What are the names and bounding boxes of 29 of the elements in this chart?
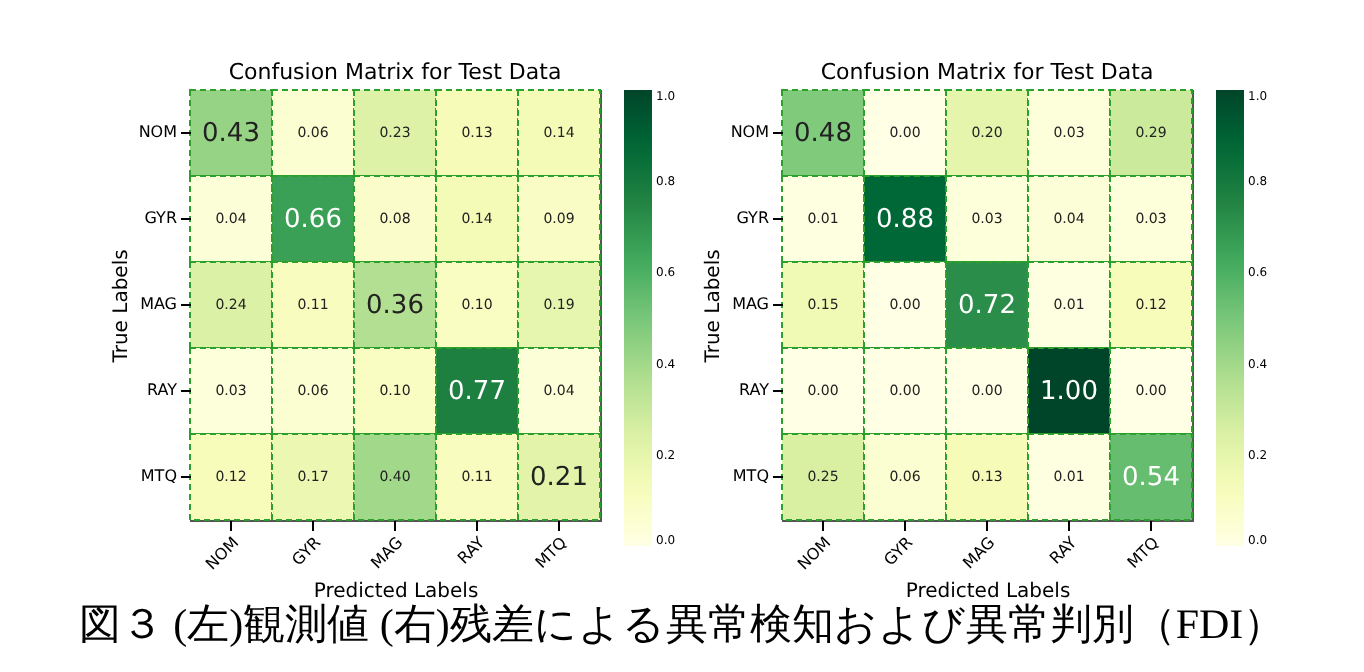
- data-label: 0.36: [366, 291, 424, 321]
- data-label: 0.48: [794, 119, 852, 149]
- y-tick-label: NOM: [138, 123, 178, 141]
- data-label: 0.66: [284, 205, 342, 235]
- x-axis-title: Predicted Labels: [905, 581, 1071, 604]
- data-label: 0.21: [530, 463, 588, 493]
- y-tick-label: MAG: [732, 295, 769, 313]
- chart-title: Confusion Matrix for Test Data: [820, 59, 1154, 85]
- data-label: 0.43: [202, 119, 260, 149]
- y-axis-title: True Labels: [702, 249, 725, 365]
- data-label: 0.88: [876, 205, 934, 235]
- y-tick-label: RAY: [147, 381, 178, 399]
- y-tick-label: GYR: [736, 209, 770, 227]
- x-axis-title: Predicted Labels: [313, 581, 479, 604]
- data-label: 0.77: [448, 377, 506, 407]
- y-tick-label: MTQ: [732, 467, 769, 485]
- data-label: 0.54: [1122, 463, 1180, 493]
- y-tick-label: NOM: [730, 123, 770, 141]
- caption: 図３ (左)観測値 (右)残差による異常検知および異常判別（FDI）: [76, 598, 1288, 652]
- chart-title: Confusion Matrix for Test Data: [228, 59, 562, 85]
- x-tick-label: GYR: [880, 532, 917, 570]
- y-tick-label: MTQ: [140, 467, 177, 485]
- y-tick-label: GYR: [144, 209, 178, 227]
- y-tick-label: MAG: [140, 295, 177, 313]
- x-tick-label: GYR: [288, 532, 325, 570]
- y-axis-title: True Labels: [110, 249, 133, 365]
- data-label: 1.00: [1040, 377, 1098, 407]
- data-label: 0.72: [958, 291, 1016, 321]
- y-tick-label: RAY: [739, 381, 770, 399]
